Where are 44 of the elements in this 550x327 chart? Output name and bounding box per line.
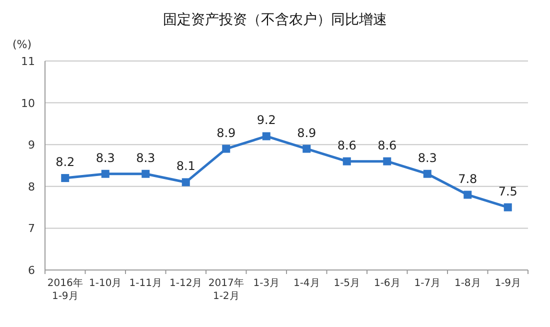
- data-label: 8.6: [378, 138, 397, 152]
- data-label: 7.5: [498, 184, 518, 198]
- point: [101, 170, 110, 178]
- point: [504, 203, 512, 212]
- point: [61, 174, 70, 182]
- x-tick-label: 1-11月: [129, 278, 162, 289]
- point: [182, 178, 190, 186]
- point: [222, 144, 230, 153]
- y-tick-label: 11: [21, 55, 35, 68]
- x-tick-label: 1-10月: [89, 278, 122, 289]
- x-tick-label: 1-7月: [414, 278, 441, 289]
- data-label: 8.9: [297, 126, 316, 140]
- data-label: 8.3: [418, 150, 437, 165]
- data-label: 8.1: [176, 159, 196, 174]
- y-tick-label: 6: [28, 264, 35, 277]
- data-label: 8.9: [216, 126, 236, 140]
- data-label: 7.8: [458, 172, 478, 186]
- point: [302, 144, 311, 153]
- point: [423, 170, 432, 178]
- data-label: 9.2: [256, 113, 276, 128]
- x-tick-label: 1-3月: [253, 278, 280, 289]
- x-tick-label: 1-5月: [334, 278, 360, 289]
- x-tick-label: 1-4月: [293, 278, 320, 289]
- y-axis-title: (%): [12, 38, 32, 51]
- data-label: 8.3: [96, 150, 115, 165]
- data-label: 8.6: [337, 138, 356, 152]
- data-label: 8.3: [136, 150, 156, 165]
- point: [464, 190, 472, 199]
- chart-title: 固定资产投资（不含农户）同比增速: [163, 12, 387, 28]
- point: [142, 170, 150, 178]
- x-tick-label: 1-9月: [494, 278, 522, 289]
- y-tick-label: 8: [28, 180, 35, 194]
- x-tick-label: 2016年 1-9月: [47, 277, 83, 302]
- x-tick-label: 1-12月: [170, 278, 202, 289]
- y-tick-label: 7: [28, 222, 35, 236]
- x-tick-label: 1-8月: [454, 278, 481, 289]
- y-tick-label: 9: [28, 138, 35, 152]
- point: [383, 157, 392, 166]
- data-label: 8.2: [56, 155, 75, 170]
- x-tick-label: 1-6月: [374, 278, 400, 289]
- point: [262, 132, 270, 140]
- y-tick-label: 10: [21, 96, 35, 110]
- x-tick-label: 2017年 1-2月: [208, 277, 244, 302]
- point: [342, 157, 351, 166]
